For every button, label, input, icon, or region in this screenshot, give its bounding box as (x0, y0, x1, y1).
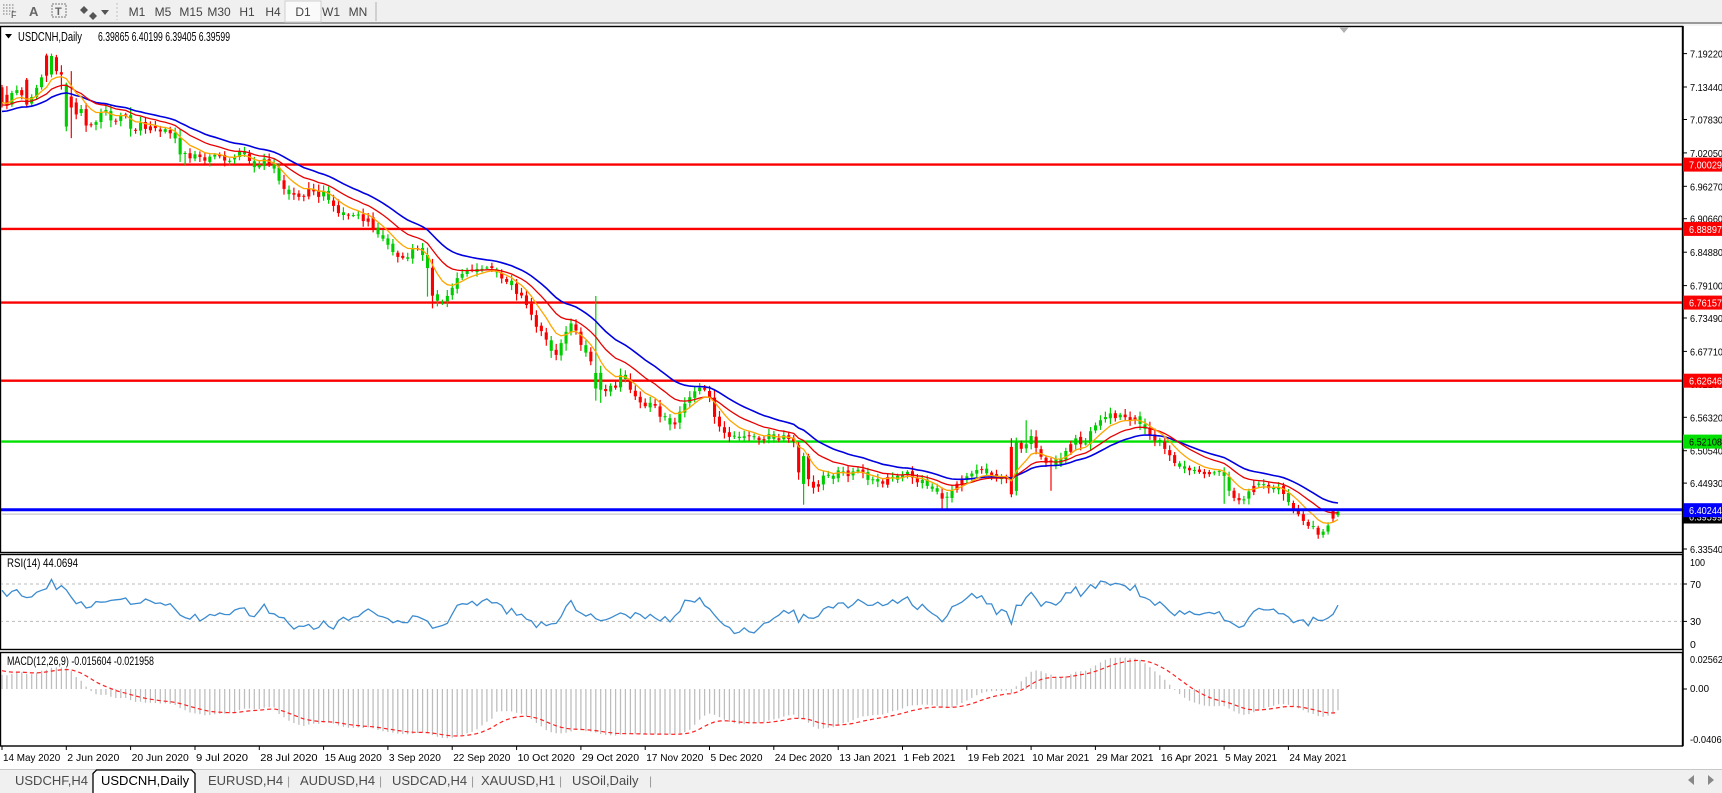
svg-text:14 May 2020: 14 May 2020 (3, 752, 60, 764)
svg-text:6.62646: 6.62646 (1689, 376, 1722, 388)
svg-text:6.50540: 6.50540 (1690, 446, 1722, 458)
svg-text:6.40244: 6.40244 (1689, 505, 1722, 517)
svg-text:6.39865 6.40199 6.39405 6.3959: 6.39865 6.40199 6.39405 6.39599 (98, 30, 230, 44)
svg-text:13 Jan 2021: 13 Jan 2021 (839, 752, 896, 764)
svg-text:6.79100: 6.79100 (1690, 281, 1722, 293)
svg-text:M30: M30 (207, 5, 231, 19)
svg-text:W1: W1 (322, 5, 340, 19)
svg-text:20 Jun 2020: 20 Jun 2020 (132, 752, 189, 764)
svg-text:6.56320: 6.56320 (1690, 412, 1722, 424)
svg-text:17 Nov 2020: 17 Nov 2020 (646, 752, 703, 764)
svg-text:|: | (379, 774, 382, 788)
svg-text:USDCNH,Daily: USDCNH,Daily (18, 30, 83, 44)
svg-text:3 Sep 2020: 3 Sep 2020 (389, 752, 441, 764)
svg-text:16 Apr 2021: 16 Apr 2021 (1161, 752, 1218, 764)
svg-text:RSI(14) 44.0694: RSI(14) 44.0694 (7, 556, 78, 570)
svg-text:0.00: 0.00 (1690, 683, 1709, 695)
svg-text:H1: H1 (239, 5, 255, 19)
svg-text:6.88897: 6.88897 (1689, 224, 1722, 236)
svg-text:|: | (471, 774, 474, 788)
svg-text:1 Feb 2021: 1 Feb 2021 (904, 752, 956, 764)
svg-text:D1: D1 (295, 5, 311, 19)
svg-text:6.33540: 6.33540 (1690, 544, 1722, 556)
svg-text:15 Aug 2020: 15 Aug 2020 (325, 752, 382, 764)
svg-text:7.02050: 7.02050 (1690, 148, 1722, 160)
svg-text:6.84880: 6.84880 (1690, 247, 1722, 259)
svg-text:24 Dec 2020: 24 Dec 2020 (775, 752, 832, 764)
svg-text:M5: M5 (155, 5, 172, 19)
svg-text:T: T (55, 6, 62, 18)
svg-text:USDCNH,Daily: USDCNH,Daily (101, 773, 190, 788)
svg-text:70: 70 (1690, 579, 1701, 591)
svg-text:XAUUSD,H1: XAUUSD,H1 (481, 773, 555, 788)
svg-text:F: F (11, 10, 17, 20)
svg-text:0: 0 (1690, 639, 1696, 651)
svg-text:100: 100 (1690, 557, 1705, 569)
svg-text:6.52108: 6.52108 (1689, 437, 1722, 449)
svg-text:19 Feb 2021: 19 Feb 2021 (968, 752, 1025, 764)
svg-text:MACD(12,26,9) -0.015604 -0.021: MACD(12,26,9) -0.015604 -0.021958 (7, 654, 154, 668)
svg-text:2 Jun 2020: 2 Jun 2020 (67, 752, 119, 764)
svg-text:M15: M15 (179, 5, 203, 19)
svg-text:7.07830: 7.07830 (1690, 115, 1722, 127)
svg-text:5 Dec 2020: 5 Dec 2020 (711, 752, 763, 764)
svg-text:29 Mar 2021: 29 Mar 2021 (1096, 752, 1153, 764)
svg-text:USDCHF,H4: USDCHF,H4 (15, 773, 88, 788)
svg-text:|: | (559, 774, 562, 788)
svg-text:|: | (649, 774, 652, 788)
svg-text:7.19220: 7.19220 (1690, 49, 1722, 61)
svg-text:10 Oct 2020: 10 Oct 2020 (518, 752, 575, 764)
svg-text:30: 30 (1690, 616, 1701, 628)
svg-text:USDCAD,H4: USDCAD,H4 (392, 773, 467, 788)
svg-text:6.73490: 6.73490 (1690, 313, 1722, 325)
svg-text:5 May 2021: 5 May 2021 (1225, 752, 1277, 764)
svg-text:6.67710: 6.67710 (1690, 346, 1722, 358)
svg-text:7.00029: 7.00029 (1689, 160, 1722, 172)
svg-text:MN: MN (349, 5, 368, 19)
svg-text:24 May 2021: 24 May 2021 (1289, 752, 1346, 764)
svg-text:A: A (29, 4, 39, 19)
svg-text:29 Oct 2020: 29 Oct 2020 (582, 752, 639, 764)
svg-text:USOil,Daily: USOil,Daily (572, 773, 639, 788)
svg-text:|: | (287, 774, 290, 788)
svg-text:EURUSD,H4: EURUSD,H4 (208, 773, 283, 788)
svg-text:7.13440: 7.13440 (1690, 82, 1722, 94)
svg-text:-0.040680: -0.040680 (1690, 734, 1722, 746)
svg-text:6.44930: 6.44930 (1690, 478, 1722, 490)
svg-text:28 Jul 2020: 28 Jul 2020 (260, 752, 317, 764)
svg-text:0.025623: 0.025623 (1690, 654, 1722, 666)
svg-text:10 Mar 2021: 10 Mar 2021 (1032, 752, 1089, 764)
svg-text:M1: M1 (129, 5, 146, 19)
svg-text:6.76157: 6.76157 (1689, 298, 1722, 310)
svg-text:AUDUSD,H4: AUDUSD,H4 (300, 773, 375, 788)
svg-text:22 Sep 2020: 22 Sep 2020 (453, 752, 510, 764)
svg-text:9 Jul 2020: 9 Jul 2020 (196, 752, 248, 764)
svg-text:H4: H4 (265, 5, 281, 19)
svg-text:6.96270: 6.96270 (1690, 181, 1722, 193)
